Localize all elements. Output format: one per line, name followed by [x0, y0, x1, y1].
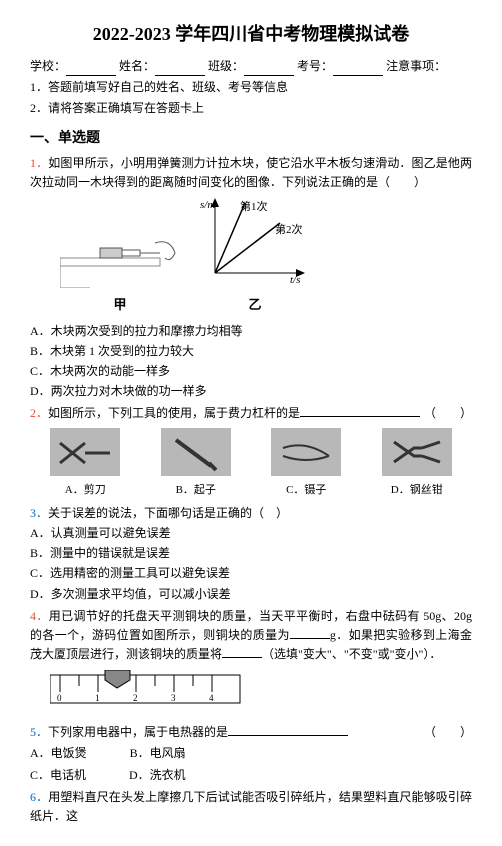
svg-text:s/m: s/m: [200, 199, 215, 211]
q5-optB: B．电风扇: [130, 744, 186, 763]
school-label: 学校：: [30, 57, 66, 76]
q5-optC: C．电话机: [30, 766, 86, 785]
q5-num: 5．: [30, 725, 48, 739]
q1-text: 1．如图甲所示，小明用弹簧测力计拉木块，使它沿水平木板匀速滑动．图乙是他两次拉动…: [30, 154, 472, 192]
q1-optC: C．木块两次的动能一样多: [30, 362, 472, 381]
q2-imgB: B．起子: [161, 428, 231, 500]
svg-text:0: 0: [57, 693, 62, 703]
notice-2: 2．请将答案正确填写在答题卡上: [30, 99, 472, 118]
q5-optD: D．洗衣机: [129, 766, 186, 785]
q3-options: A．认真测量可以避免误差 B．测量中的错误就是误差 C．选用精密的测量工具可以避…: [30, 524, 472, 604]
q1-options: A．木块两次受到的拉力和摩擦力均相等 B．木块第 1 次受到的拉力较大 C．木块…: [30, 322, 472, 402]
name-blank: [155, 64, 205, 76]
header-fields: 学校： 姓名： 班级： 考号： 注意事项：: [30, 57, 472, 76]
q4-blank1: [290, 627, 330, 639]
page-title: 2022-2023 学年四川省中考物理模拟试卷: [30, 20, 472, 49]
q2-labD: D．钢丝钳: [382, 482, 452, 500]
q4-num: 4．: [30, 609, 49, 623]
q4-ruler: 0 1 2 3 4: [50, 670, 472, 717]
q2-labA: A．剪刀: [50, 482, 120, 500]
q3-body: 关于误差的说法，下面哪句话是正确的（ ）: [48, 506, 288, 520]
q3-optB: B．测量中的错误就是误差: [30, 544, 472, 563]
svg-text:4: 4: [209, 693, 214, 703]
q2-imgC: C．镊子: [271, 428, 341, 500]
examno-label: 考号：: [297, 57, 333, 76]
q4-blank2: [222, 646, 262, 658]
q3-num: 3．: [30, 506, 48, 520]
class-blank: [244, 64, 294, 76]
q1-figures: 甲 s/m t/s 第1次 第2次 乙: [60, 198, 472, 316]
q1-fig-a: 甲: [60, 218, 180, 316]
notice-label: 注意事项：: [386, 57, 446, 76]
q3-optA: A．认真测量可以避免误差: [30, 524, 472, 543]
q6-text: 6．用塑料直尺在头发上摩擦几下后试试能否吸引碎纸片，结果塑料直尺能够吸引碎纸片．…: [30, 788, 472, 826]
q1-optB: B．木块第 1 次受到的拉力较大: [30, 342, 472, 361]
svg-text:第2次: 第2次: [275, 222, 303, 236]
q3-optD: D．多次测量求平均值，可以减小误差: [30, 585, 472, 604]
q2-imgD: D．钢丝钳: [382, 428, 452, 500]
q3-optC: C．选用精密的测量工具可以避免误差: [30, 564, 472, 583]
q5-options2: C．电话机 D．洗衣机: [30, 766, 472, 785]
q4-text: 4．用已调节好的托盘天平测铜块的质量，当天平平衡时，右盘中砝码有 50g、20g…: [30, 607, 472, 665]
svg-text:1: 1: [95, 693, 100, 703]
q2-images: A．剪刀 B．起子 C．镊子 D．钢丝钳: [30, 428, 472, 500]
school-blank: [66, 64, 116, 76]
q5-options: A．电饭煲 B．电风扇: [30, 744, 472, 763]
section-1-heading: 一、单选题: [30, 128, 472, 150]
svg-text:2: 2: [133, 693, 138, 703]
q2-paren: （ ）: [424, 404, 472, 423]
q1-optD: D．两次拉力对木块做的功一样多: [30, 382, 472, 401]
examno-blank: [333, 64, 383, 76]
q5-optA: A．电饭煲: [30, 744, 87, 763]
q4-body3: （选填"变大"、"不变"或"变小"）．: [262, 647, 441, 661]
q2-labB: B．起子: [161, 482, 231, 500]
q2-imgA: A．剪刀: [50, 428, 120, 500]
q3-text: 3．关于误差的说法，下面哪句话是正确的（ ）: [30, 504, 472, 523]
q1-fig-b: s/m t/s 第1次 第2次 乙: [200, 198, 310, 316]
q2-labC: C．镊子: [271, 482, 341, 500]
q2-num: 2．: [30, 406, 48, 420]
q2-text: 2．如图所示，下列工具的使用，属于费力杠杆的是 （ ）: [30, 404, 472, 423]
q1-cap1: 甲: [60, 295, 180, 316]
q5-paren: （ ）: [424, 723, 472, 742]
q1-optA: A．木块两次受到的拉力和摩擦力均相等: [30, 322, 472, 341]
notice-1: 1．答题前填写好自己的姓名、班级、考号等信息: [30, 78, 472, 97]
name-label: 姓名：: [119, 57, 155, 76]
q6-body: 用塑料直尺在头发上摩擦几下后试试能否吸引碎纸片，结果塑料直尺能够吸引碎纸片．这: [30, 790, 472, 823]
q5-text: 5．下列家用电器中，属于电热器的是 （ ）: [30, 723, 472, 742]
q2-body: 如图所示，下列工具的使用，属于费力杠杆的是: [48, 406, 300, 420]
q6-num: 6．: [30, 790, 48, 804]
q1-body: 如图甲所示，小明用弹簧测力计拉木块，使它沿水平木板匀速滑动．图乙是他两次拉动同一…: [30, 156, 472, 189]
class-label: 班级：: [208, 57, 244, 76]
svg-text:t/s: t/s: [290, 274, 300, 286]
q5-body: 下列家用电器中，属于电热器的是: [48, 725, 228, 739]
q1-cap2: 乙: [200, 295, 310, 316]
q1-num: 1．: [30, 156, 48, 170]
svg-text:3: 3: [171, 693, 176, 703]
svg-text:第1次: 第1次: [240, 199, 268, 213]
